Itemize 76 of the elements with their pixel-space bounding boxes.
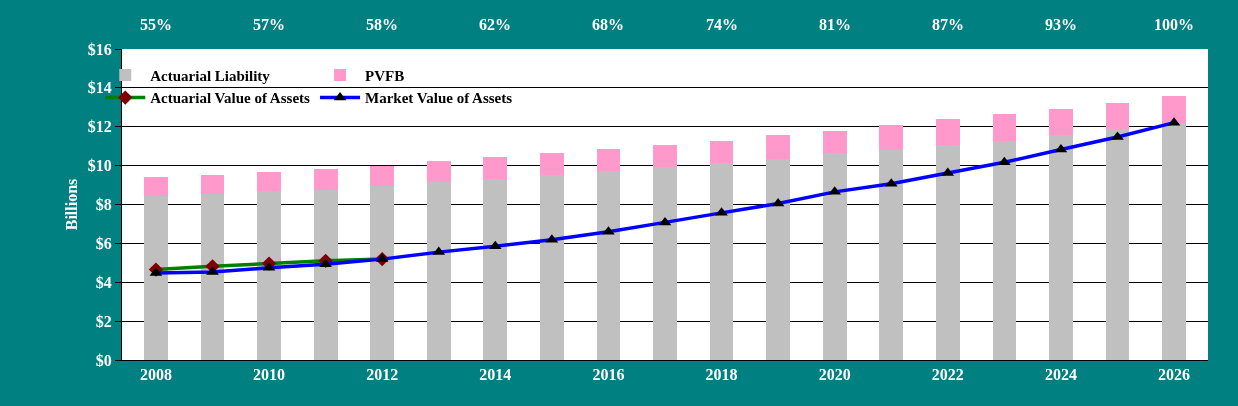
bar [879,150,904,360]
bar [992,140,1017,360]
y-tick-label: $8 [95,196,112,214]
bar [822,153,847,360]
bar [200,175,225,194]
y-tick-label: $0 [95,351,112,369]
bar [370,186,395,360]
point [488,240,502,250]
x-tick-label: 2018 [705,366,738,384]
x-tick-label: 2020 [818,366,851,384]
text: 55% [140,16,172,33]
text: 100% [1154,16,1194,33]
legend-label: Actuarial Liability [150,67,271,84]
legend-label: PVFB [365,67,405,84]
y-tick-label: $6 [95,234,112,252]
text: 81% [819,16,851,33]
bar [257,172,281,192]
x-tick-label: 2012 [366,366,399,384]
text: 74% [706,16,738,33]
bar [1162,122,1186,360]
y-tick-label: $12 [87,118,112,136]
bar [1049,109,1073,136]
point [658,216,672,226]
y-axis-title: Billions [62,178,80,231]
y-tick-label: $16 [87,40,112,58]
x-tick-label: 2026 [1158,366,1191,384]
bar [483,178,508,360]
bar [370,165,395,187]
bar [653,166,677,360]
bar [653,144,677,167]
point [998,156,1011,166]
bar [1162,96,1186,123]
text: 58% [366,16,398,33]
bar [879,125,904,151]
bar [822,130,847,154]
bar [257,191,281,360]
text: 57% [253,16,285,33]
bar [540,152,564,175]
bar [709,140,734,163]
bar [313,190,338,360]
bar [596,170,621,360]
bar [766,158,790,360]
text: 93% [1045,16,1077,33]
bar [144,177,168,197]
bar [596,148,621,171]
y-tick-label: $10 [87,157,112,175]
bar [766,134,790,159]
bar [1105,128,1130,360]
text: 68% [592,16,624,33]
text: 87% [932,16,964,33]
bar [1049,135,1073,360]
y-tick-label: $4 [95,273,112,291]
x-tick-label: 2024 [1044,366,1077,384]
bar [935,119,960,146]
x-tick-label: 2010 [253,366,286,384]
bar [144,196,168,360]
legend-label: Actuarial Value of Assets [150,90,311,107]
y-tick-label: $14 [87,79,112,97]
bar [483,156,508,179]
bar [426,182,451,360]
point [1054,143,1068,153]
bar [313,169,338,191]
bar [709,162,734,360]
bar [1105,103,1130,129]
x-tick-label: 2016 [592,366,625,384]
text: 62% [479,16,511,33]
bar [200,194,225,360]
bar [540,174,564,360]
bar [992,114,1017,141]
y-tick-label: $2 [95,312,112,330]
bar [935,145,960,360]
bar [426,161,451,183]
x-tick-label: 2008 [139,366,172,384]
x-tick-label: 2022 [931,366,964,384]
x-tick-label: 2014 [479,366,512,384]
legend-label: Market Value of Assets [365,90,513,107]
